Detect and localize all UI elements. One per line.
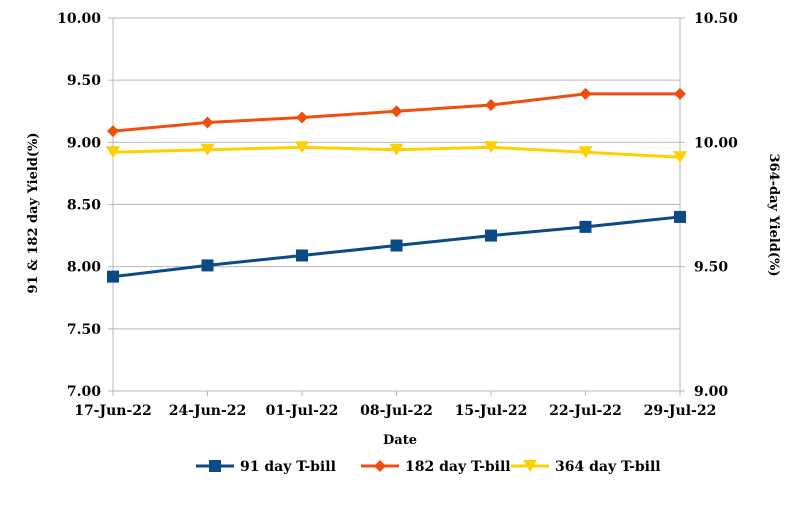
x-tick-label: 24-Jun-22: [169, 403, 247, 419]
legend-item: 91 day T-bill: [196, 459, 336, 475]
right-tick-label: 10.00: [694, 135, 738, 151]
series-2: [107, 87, 686, 138]
right-tick-label: 9.00: [694, 384, 728, 400]
data-point: [579, 220, 592, 233]
right-y-axis-ticks: 9.00 9.50 10.00 10.50: [680, 11, 738, 400]
data-point: [674, 210, 686, 223]
legend: 91 day T-bill 182 day T-bill 364 day T-bil…: [196, 459, 661, 475]
data-point: [673, 151, 687, 164]
data-point: [674, 87, 686, 100]
x-tick-label: 22-Jul-22: [549, 403, 622, 419]
x-tick-label: 08-Jul-22: [360, 403, 433, 419]
right-tick-label: 9.50: [694, 260, 728, 276]
data-point: [389, 143, 404, 156]
legend-label: 364 day T-bill: [555, 459, 661, 475]
left-tick-label: 8.00: [67, 260, 101, 276]
legend-label: 91 day T-bill: [240, 459, 336, 475]
data-point: [200, 143, 215, 156]
x-tick-label: 01-Jul-22: [266, 403, 339, 419]
left-y-axis-ticks: 7.00 7.50 8.00 8.50 9.00 9.50 10.00: [57, 11, 113, 400]
series-3: [106, 141, 687, 164]
data-point: [201, 259, 214, 272]
data-point: [107, 270, 119, 283]
legend-item: 182 day T-bill: [361, 459, 511, 475]
left-tick-label: 8.50: [67, 198, 101, 214]
x-axis-title: Date: [383, 433, 417, 448]
data-point: [106, 146, 120, 159]
right-y-axis-title: 364-day Yield(%): [766, 153, 781, 276]
x-axis-ticks: 17-Jun-22 24-Jun-22 01-Jul-22 08-Jul-22 15-J…: [74, 391, 716, 419]
data-point: [484, 141, 498, 154]
legend-marker: [523, 460, 537, 472]
legend-marker: [209, 460, 221, 472]
data-point: [296, 111, 308, 124]
data-point: [485, 99, 497, 112]
data-point: [390, 105, 403, 118]
x-tick-label: 17-Jun-22: [74, 403, 152, 419]
data-point: [578, 146, 593, 159]
legend-marker: [374, 460, 386, 472]
series-layer: [106, 87, 687, 283]
x-tick-label: 15-Jul-22: [455, 403, 528, 419]
legend-item: 364 day T-bill: [511, 459, 661, 475]
left-y-axis-title: 91 & 182 day Yield(%): [26, 132, 41, 293]
data-point: [390, 239, 403, 252]
left-tick-label: 7.50: [67, 322, 101, 338]
legend-label: 182 day T-bill: [405, 459, 511, 475]
left-tick-label: 9.00: [67, 135, 101, 151]
data-point: [579, 87, 592, 100]
data-point: [485, 229, 497, 242]
right-tick-label: 10.50: [694, 11, 738, 27]
data-point: [295, 141, 309, 154]
gridlines: [113, 17, 680, 392]
x-tick-label: 29-Jul-22: [644, 403, 717, 419]
left-tick-label: 9.50: [67, 73, 101, 89]
left-tick-label: 7.00: [67, 384, 101, 400]
left-tick-label: 10.00: [57, 11, 101, 27]
data-point: [201, 116, 214, 129]
series-1: [107, 210, 686, 283]
data-point: [107, 125, 119, 138]
data-point: [296, 249, 308, 262]
